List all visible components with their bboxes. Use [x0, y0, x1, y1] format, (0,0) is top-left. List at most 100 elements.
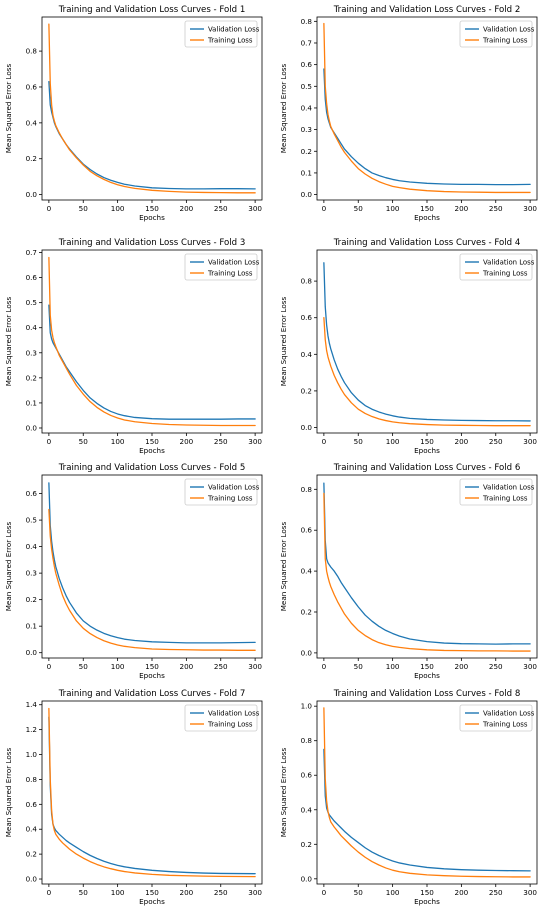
- legend: Validation Loss Training Loss: [184, 704, 260, 732]
- y-tick-label: 0.0: [26, 875, 38, 884]
- series-line-training: [323, 492, 531, 652]
- series-line-training: [48, 23, 256, 194]
- x-tick-label: 300: [523, 888, 537, 897]
- y-tick-label: 0.7: [26, 248, 37, 257]
- y-tick-label: 0.1: [26, 398, 37, 407]
- x-tick-label: 100: [386, 204, 400, 213]
- y-tick-label: 0.2: [301, 386, 312, 395]
- x-axis-label: Epochs: [414, 671, 440, 680]
- legend-label: Training Loss: [207, 495, 253, 503]
- x-tick-label: 250: [214, 204, 228, 213]
- x-tick-label: 100: [386, 662, 400, 671]
- y-tick-label: 0.1: [301, 168, 312, 177]
- y-tick-label: 1.0: [301, 702, 313, 711]
- x-tick-label: 100: [386, 437, 400, 446]
- legend-label: Validation Loss: [483, 26, 535, 34]
- x-tick-label: 50: [354, 662, 364, 671]
- chart-title: Training and Validation Loss Curves - Fo…: [333, 238, 521, 248]
- y-tick-label: 0.2: [26, 373, 37, 382]
- y-tick-label: 0.0: [26, 190, 38, 199]
- y-tick-label: 0.2: [301, 840, 312, 849]
- y-tick-label: 0.4: [301, 805, 313, 814]
- x-tick-label: 250: [214, 888, 228, 897]
- y-tick-label: 0.6: [26, 800, 38, 809]
- y-tick-label: 0.4: [301, 567, 313, 576]
- legend-label: Training Loss: [207, 721, 253, 729]
- chart-svg: Training and Validation Loss Curves - Fo…: [279, 238, 537, 455]
- x-tick-label: 0: [47, 662, 52, 671]
- y-axis-label: Mean Squared Error Loss: [279, 296, 288, 386]
- chart-svg: Training and Validation Loss Curves - Fo…: [4, 689, 262, 906]
- y-tick-label: 0.6: [26, 273, 38, 282]
- chart-panel-fold-6: Training and Validation Loss Curves - Fo…: [275, 458, 550, 686]
- legend-label: Validation Loss: [208, 484, 260, 492]
- x-tick-label: 50: [79, 662, 89, 671]
- legend: Validation Loss Training Loss: [459, 20, 535, 48]
- x-tick-label: 200: [455, 437, 469, 446]
- y-axis-label: Mean Squared Error Loss: [4, 747, 13, 837]
- y-tick-label: 0.0: [301, 190, 313, 199]
- legend-label: Validation Loss: [483, 259, 535, 267]
- x-tick-label: 100: [111, 662, 125, 671]
- chart-panel-fold-1: Training and Validation Loss Curves - Fo…: [0, 0, 275, 228]
- y-axis-label: Mean Squared Error Loss: [4, 63, 13, 153]
- chart-title: Training and Validation Loss Curves - Fo…: [58, 238, 246, 248]
- chart-panel-fold-4: Training and Validation Loss Curves - Fo…: [275, 233, 550, 461]
- series-line-training: [323, 317, 531, 427]
- x-tick-label: 0: [322, 204, 327, 213]
- series-line-training: [323, 22, 531, 194]
- y-tick-label: 0.3: [301, 125, 312, 134]
- legend-label: Training Loss: [207, 37, 253, 45]
- y-tick-label: 0.8: [26, 775, 38, 784]
- y-tick-label: 0.8: [301, 17, 313, 26]
- chart-title: Training and Validation Loss Curves - Fo…: [333, 689, 521, 699]
- y-tick-label: 1.0: [26, 750, 38, 759]
- y-axis-label: Mean Squared Error Loss: [4, 521, 13, 611]
- legend-label: Training Loss: [482, 495, 528, 503]
- y-tick-label: 1.2: [26, 725, 37, 734]
- x-axis-label: Epochs: [139, 213, 165, 222]
- x-tick-label: 300: [248, 662, 262, 671]
- series-line-validation: [48, 80, 256, 190]
- x-tick-label: 0: [322, 662, 327, 671]
- y-tick-label: 0.8: [301, 277, 313, 286]
- chart-svg: Training and Validation Loss Curves - Fo…: [4, 463, 262, 680]
- x-tick-label: 250: [489, 204, 503, 213]
- y-tick-label: 0.5: [26, 298, 37, 307]
- y-tick-label: 0.0: [301, 648, 313, 657]
- y-axis-label: Mean Squared Error Loss: [4, 296, 13, 386]
- y-tick-label: 0.4: [26, 323, 38, 332]
- chart-panel-fold-7: Training and Validation Loss Curves - Fo…: [0, 684, 275, 912]
- legend-label: Validation Loss: [483, 710, 535, 718]
- x-tick-label: 150: [420, 888, 434, 897]
- x-tick-label: 0: [47, 888, 52, 897]
- legend-label: Training Loss: [482, 37, 528, 45]
- legend: Validation Loss Training Loss: [459, 253, 535, 281]
- legend-label: Training Loss: [482, 270, 528, 278]
- x-tick-label: 300: [523, 662, 537, 671]
- y-tick-label: 0.6: [26, 489, 38, 498]
- x-tick-label: 250: [489, 888, 503, 897]
- chart-svg: Training and Validation Loss Curves - Fo…: [4, 5, 262, 222]
- y-tick-label: 0.2: [301, 607, 312, 616]
- x-tick-label: 50: [354, 204, 364, 213]
- y-tick-label: 0.1: [26, 622, 37, 631]
- x-tick-label: 100: [111, 437, 125, 446]
- legend-label: Validation Loss: [208, 259, 260, 267]
- y-tick-label: 0.6: [301, 313, 313, 322]
- y-tick-label: 0.4: [26, 542, 38, 551]
- x-tick-label: 50: [79, 437, 89, 446]
- y-tick-label: 0.6: [301, 526, 313, 535]
- series-line-validation: [48, 304, 256, 420]
- x-tick-label: 150: [145, 888, 159, 897]
- y-tick-label: 0.2: [301, 147, 312, 156]
- x-tick-label: 250: [489, 662, 503, 671]
- y-axis-label: Mean Squared Error Loss: [279, 521, 288, 611]
- x-tick-label: 300: [248, 204, 262, 213]
- y-tick-label: 0.8: [301, 485, 313, 494]
- x-axis-label: Epochs: [414, 897, 440, 906]
- x-tick-label: 250: [214, 662, 228, 671]
- y-tick-label: 0.2: [26, 154, 37, 163]
- x-tick-label: 300: [523, 437, 537, 446]
